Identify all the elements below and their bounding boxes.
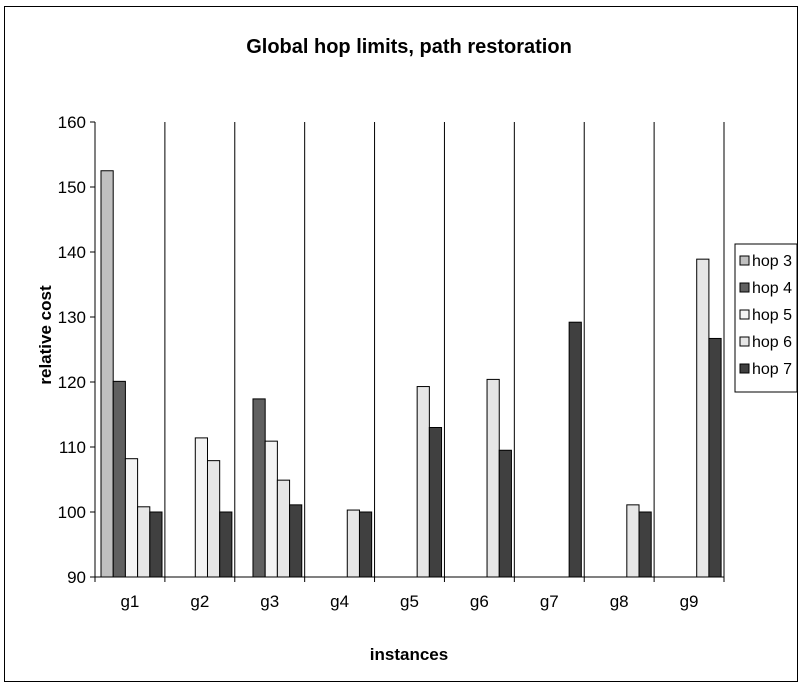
legend-entry: hop 4 [752, 280, 792, 297]
bar-hop-7-g7 [568, 321, 582, 578]
x-tick-label: g5 [400, 592, 419, 611]
bar-hop-7-g2 [219, 511, 233, 578]
legend-entry: hop 3 [752, 253, 792, 270]
bar-hop-6-g6 [486, 378, 500, 578]
y-tick-label: 100 [58, 503, 86, 522]
legend-swatch [739, 336, 750, 347]
x-tick-label: g3 [260, 592, 279, 611]
plot-area: 90 100 110 120 130 140 150 160 g1 g2 g3 g4 g5 g6 g7 g8 g… [58, 113, 725, 611]
chart-title: Global hop limits, path restoration [246, 36, 572, 58]
x-tick-label: g9 [680, 592, 699, 611]
bar-hop-4-g3 [252, 398, 266, 578]
bar-hop-6-g2 [206, 460, 221, 578]
x-tick-label: g7 [540, 592, 559, 611]
x-tick-label: g4 [330, 592, 349, 611]
bar-hop-6-g8 [626, 504, 640, 578]
bar-hop-7-g3 [289, 504, 303, 578]
bar-hop-6-g9 [696, 258, 710, 578]
x-tick-label: g1 [120, 592, 139, 611]
bar-hop-6-g5 [416, 386, 430, 578]
y-tick-label: 130 [58, 308, 86, 327]
bar-hop-7-g9 [708, 337, 722, 578]
bar-hop-7-g5 [428, 427, 443, 578]
legend-entry: hop 7 [752, 361, 792, 378]
bar-hop-3-g1 [100, 170, 114, 578]
legend-swatch [739, 255, 750, 266]
x-tick-label: g8 [610, 592, 629, 611]
x-tick-label: g6 [470, 592, 489, 611]
legend-swatch [739, 282, 750, 293]
bar-hop-7-g8 [638, 511, 652, 578]
legend-swatch [739, 363, 750, 374]
bar-hop-6-g4 [346, 509, 360, 578]
bar-hop-5-g2 [194, 437, 208, 578]
legend-entry: hop 6 [752, 334, 792, 351]
bar-hop-6-g3 [276, 479, 291, 578]
bar-hop-7-g6 [498, 449, 512, 578]
x-axis-label: instances [370, 645, 448, 664]
bar-hop-5-g3 [264, 440, 278, 578]
y-tick-label: 150 [58, 178, 86, 197]
bar-hop-5-g1 [124, 458, 139, 578]
y-tick-label: 90 [67, 568, 86, 587]
x-tick-label: g2 [190, 592, 209, 611]
legend: hop 3 hop 4 hop 5 hop 6 hop 7 [734, 243, 798, 393]
y-tick-label: 110 [59, 438, 86, 457]
y-tick-label: 120 [58, 373, 86, 392]
bar-hop-6-g1 [137, 506, 151, 578]
y-tick-label: 160 [58, 113, 86, 132]
bar-hop-7-g4 [358, 511, 373, 578]
y-axis-label: relative cost [36, 285, 55, 385]
bar-hop-4-g1 [112, 380, 126, 578]
y-tick-label: 140 [58, 243, 86, 262]
legend-entry: hop 5 [752, 307, 792, 324]
legend-swatch [739, 309, 750, 320]
bar-hop-7-g1 [149, 511, 163, 578]
